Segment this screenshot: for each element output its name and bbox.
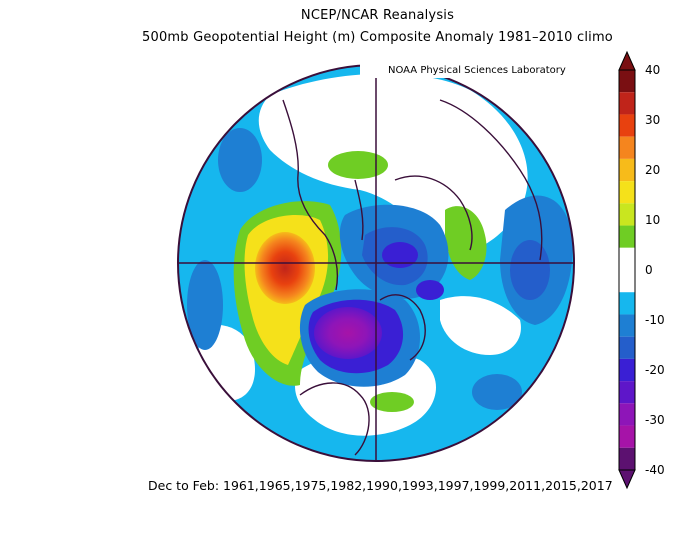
colorbar-segment (619, 158, 635, 182)
positive-40-core (255, 232, 315, 304)
negative-10-region (187, 260, 223, 350)
coastline (379, 294, 426, 361)
colorbar (618, 50, 636, 490)
colorbar-segment (619, 92, 635, 115)
colorbar-segment (619, 70, 635, 93)
colorbar-tick-label: 20 (645, 163, 661, 177)
colorbar-segment (619, 425, 635, 448)
chart-title: NCEP/NCAR Reanalysis (300, 8, 455, 23)
colorbar-segment (619, 247, 635, 270)
colorbar-segment (619, 270, 635, 293)
colorbar-top-arrow (618, 50, 636, 71)
coastline (354, 179, 364, 241)
coastline (439, 99, 543, 261)
colorbar-segment (619, 114, 635, 137)
colorbar-segment (619, 225, 635, 248)
negative-10-region (472, 374, 522, 410)
negative-20-region (382, 242, 418, 268)
colorbar-segment (619, 181, 635, 204)
colorbar-segment (619, 447, 635, 470)
positive-10-region (328, 151, 388, 179)
footer-years: Dec to Feb: 1961,1965,1975,1982,1990,199… (148, 478, 613, 493)
colorbar-segment (619, 203, 635, 226)
credit-label: NOAA Physical Sciences Laboratory (360, 63, 568, 78)
colorbar-tick-label: 10 (645, 213, 661, 227)
coastline (299, 382, 370, 456)
colorbar-segment (619, 136, 635, 159)
colorbar-segment (619, 292, 635, 315)
colorbar-bottom-arrow (618, 469, 636, 490)
colorbar-segment (619, 403, 635, 426)
colorbar-segment (619, 358, 635, 382)
chart-subtitle: 500mb Geopotential Height (m) Composite … (142, 30, 613, 45)
positive-10-region (445, 206, 487, 280)
colorbar-tick-label: 0 (645, 263, 653, 277)
coastline (394, 175, 473, 251)
colorbar-segment (619, 336, 635, 359)
coastline (282, 99, 339, 291)
colorbar-segment (619, 314, 635, 337)
negative-30-core (314, 307, 382, 359)
coastlines (282, 99, 543, 456)
colorbar-tick-label: 30 (645, 113, 661, 127)
positive-10-region (370, 392, 414, 412)
negative-20-region (416, 280, 444, 300)
neutral-region (440, 296, 521, 355)
colorbar-tick-label: -40 (645, 463, 665, 477)
anomaly-field (178, 65, 574, 461)
negative-10-region (218, 128, 262, 192)
colorbar-segment (619, 381, 635, 404)
colorbar-tick-label: -10 (645, 313, 665, 327)
colorbar-tick-label: 40 (645, 63, 661, 77)
colorbar-tick-label: -30 (645, 413, 665, 427)
colorbar-tick-label: -20 (645, 363, 665, 377)
negative-15-region (510, 240, 550, 300)
